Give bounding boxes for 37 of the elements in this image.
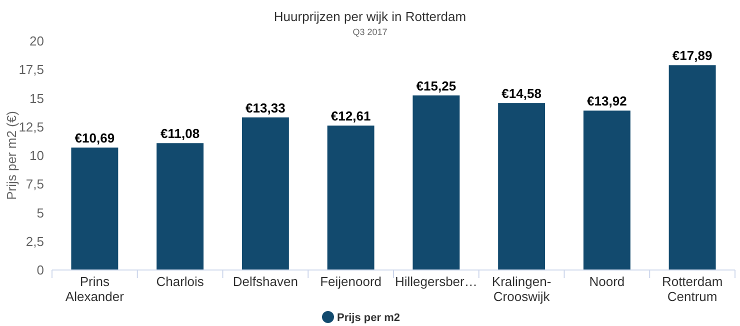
- y-tick-label: 0: [36, 262, 44, 278]
- legend-label: Prijs per m2: [337, 312, 400, 324]
- chart-title: Huurprijzen per wijk in Rotterdam: [274, 9, 466, 24]
- bar: [242, 117, 289, 270]
- y-tick-label: 20: [30, 34, 44, 49]
- data-label: €17,89: [672, 48, 712, 64]
- y-tick-label: 2,5: [26, 234, 44, 249]
- bar: [583, 110, 630, 270]
- y-axis-title: Prijs per m2 (€): [4, 111, 19, 200]
- data-label: €13,92: [587, 94, 627, 109]
- x-tick-label: Rotterdam Centrum: [662, 274, 723, 304]
- x-tick-label: Charlois: [156, 274, 204, 289]
- bar: [668, 65, 716, 270]
- x-tick-label: Noord: [589, 274, 625, 289]
- x-tick-label: Prins Alexander: [65, 274, 125, 304]
- y-tick-label: 5: [36, 205, 44, 220]
- y-tick-label: 10: [30, 148, 44, 164]
- data-label: €12,61: [330, 108, 371, 124]
- x-tick-label: Kralingen-Crooswijk: [492, 274, 552, 304]
- data-label: €11,08: [160, 126, 200, 142]
- x-tick-label: Delfshaven: [232, 274, 298, 289]
- data-label: €13,33: [246, 100, 286, 116]
- bar: [498, 103, 546, 270]
- y-tick-label: 12,5: [18, 119, 44, 134]
- x-tick-label: Hillegersber…: [395, 274, 478, 289]
- y-tick-label: 7,5: [26, 176, 44, 192]
- bar: [156, 143, 204, 270]
- x-tick-label: Feijenoord: [320, 274, 382, 289]
- chart-subtitle: Q3 2017: [352, 27, 388, 37]
- y-tick-label: 15: [30, 90, 44, 106]
- bar: [327, 126, 374, 270]
- data-label: €10,69: [74, 130, 115, 146]
- data-label: €15,25: [416, 78, 456, 94]
- bar: [71, 148, 118, 270]
- y-tick-label: 17,5: [18, 62, 44, 78]
- data-label: €14,58: [502, 86, 542, 102]
- bar: [412, 95, 460, 270]
